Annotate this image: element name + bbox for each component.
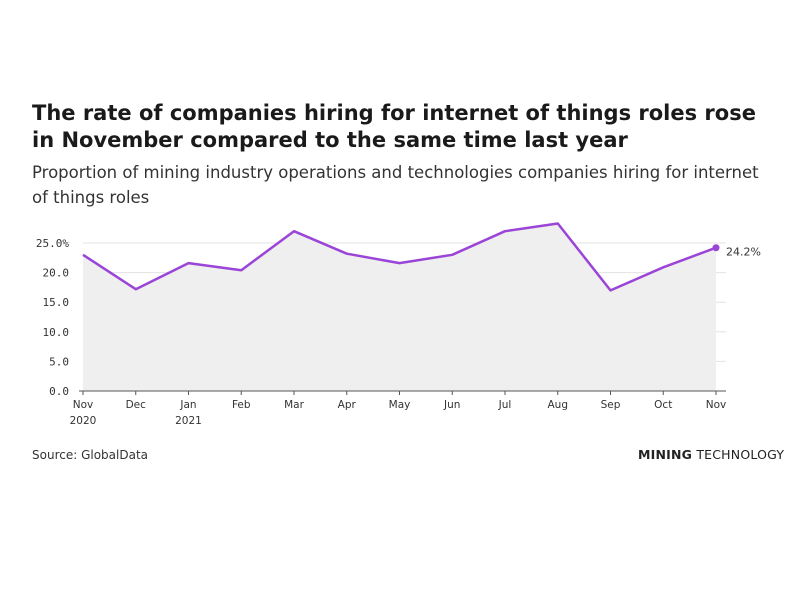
x-tick-label: Apr: [338, 399, 357, 411]
area-fill: [83, 223, 716, 391]
x-tick-label: Jan: [179, 399, 196, 411]
x-tick-year-label: 2020: [70, 415, 97, 427]
brand-logo: MINING TECHNOLOGY: [638, 447, 784, 462]
y-tick-label: 15.0: [43, 296, 70, 309]
x-tick-label: Dec: [126, 399, 147, 411]
x-tick-label: Sep: [601, 399, 621, 411]
x-tick-label: Feb: [232, 399, 251, 411]
brand-part-2: TECHNOLOGY: [696, 447, 785, 462]
y-tick-label: 20.0: [43, 267, 70, 280]
x-tick-label: Jun: [443, 399, 460, 411]
source-note: Source: GlobalData: [32, 448, 149, 462]
x-tick-label: Jul: [498, 399, 512, 411]
end-value-label: 24.2%: [726, 246, 761, 259]
y-axis-ticks: 0.0 5.0 10.0 15.0 20.0 25.0%: [36, 237, 69, 398]
brand-part-1: MINING: [638, 447, 693, 462]
y-tick-label: 25.0%: [36, 237, 69, 250]
series-line: [82, 222, 717, 292]
series-markers: 24.2%: [712, 244, 761, 259]
x-tick-label: May: [389, 399, 411, 411]
x-tick-label: Nov: [73, 399, 94, 411]
x-axis-ticks: Nov 2020 Dec Jan 2021 Feb Mar Apr May Jun Jul Aug Se…: [70, 391, 727, 427]
y-tick-label: 5.0: [49, 355, 69, 368]
x-tick-label: Mar: [284, 399, 304, 411]
x-tick-year-label: 2021: [175, 415, 202, 427]
end-point-marker: [712, 244, 720, 252]
x-tick-label: Nov: [706, 399, 727, 411]
y-tick-label: 0.0: [49, 385, 69, 398]
y-tick-label: 10.0: [43, 326, 70, 339]
chart-subtitle: Proportion of mining industry operations…: [32, 163, 759, 207]
chart-title: The rate of companies hiring for interne…: [32, 101, 756, 152]
x-tick-label: Oct: [654, 399, 672, 411]
x-tick-label: Aug: [547, 399, 568, 411]
